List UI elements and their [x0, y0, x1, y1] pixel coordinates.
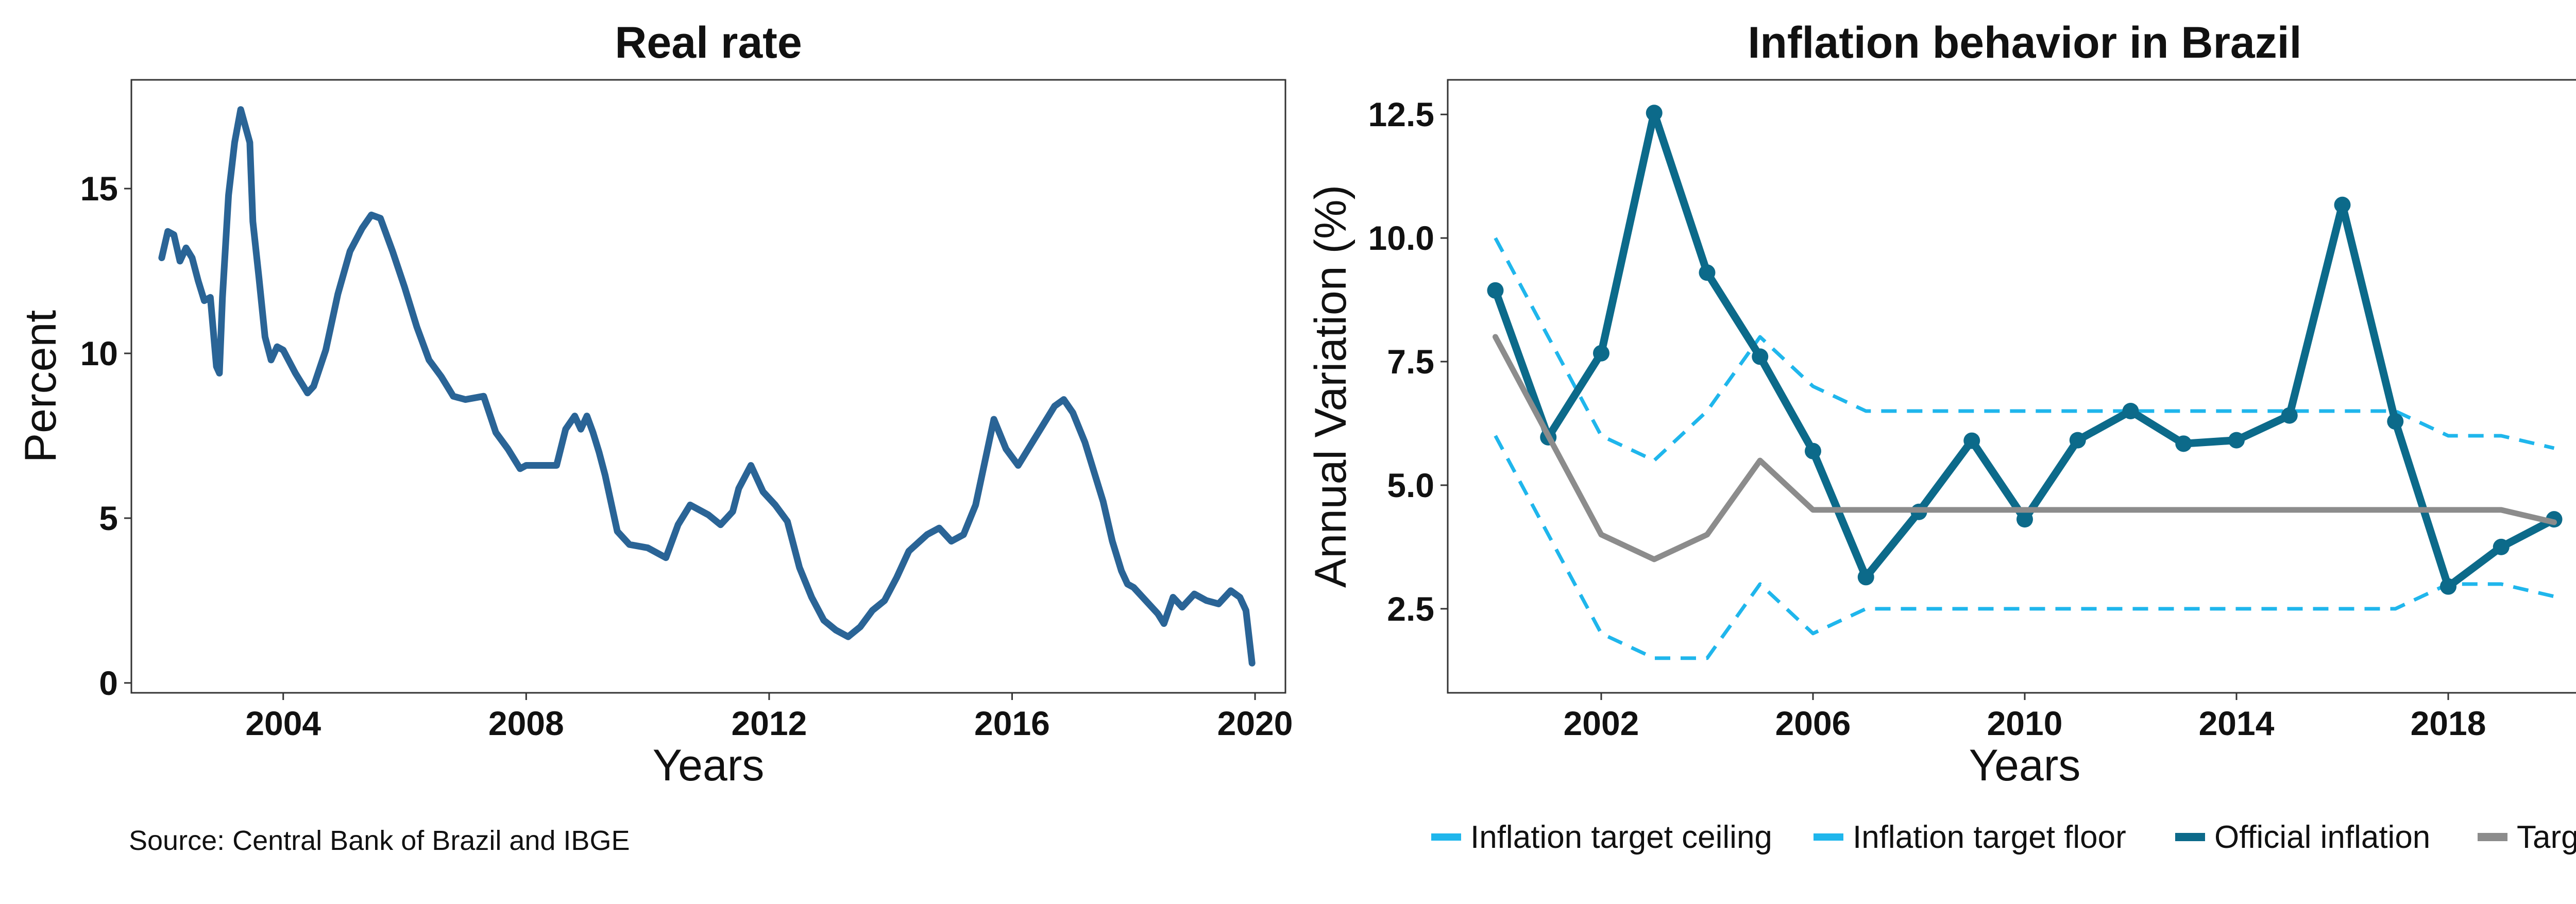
inflation-y-axis-title: Annual Variation (%): [1306, 185, 1355, 588]
real-rate-title: Real rate: [615, 18, 802, 67]
inflation-plot-frame: [1447, 79, 2576, 694]
x-tick-label: 2008: [488, 704, 564, 742]
official-inflation-point: [2016, 511, 2033, 528]
inflation-chart: Inflation behavior in Brazil 2002 2006 201…: [1306, 18, 2576, 855]
x-tick-label: 2004: [245, 704, 321, 742]
official-inflation-point: [2281, 407, 2298, 424]
target-line: [1493, 334, 2557, 562]
official-inflation-point: [1804, 442, 1821, 459]
real-rate-y-axis-title: Percent: [16, 310, 65, 463]
legend-label-inflation-target-floor: Inflation target floor: [1853, 820, 2126, 855]
official-inflation-point: [2440, 578, 2457, 595]
y-tick-label: 5: [99, 499, 118, 537]
official-inflation-point: [1963, 432, 1980, 449]
legend-label-inflation-target-ceiling: Inflation target ceiling: [1470, 820, 1772, 855]
real-rate-x-ticks: 2004 2008 2012 2016 2020: [245, 693, 1293, 742]
official-inflation-point: [1487, 282, 1504, 299]
y-tick-label: 10: [80, 334, 118, 372]
real-rate-series: [158, 106, 1256, 667]
x-tick-label: 2014: [2199, 704, 2275, 742]
official-inflation-point: [2228, 432, 2245, 449]
legend-label-official-inflation: Official inflation: [2214, 820, 2430, 855]
official-inflation-point: [1752, 348, 1769, 365]
official-inflation-point: [2069, 432, 2086, 449]
inflation-x-ticks: 2002 2006 2010 2014 2018: [1564, 693, 2486, 742]
y-tick-label: 2.5: [1387, 590, 1434, 628]
inflation-legend: Inflation target ceiling Inflation target…: [1431, 820, 2576, 855]
x-tick-label: 2010: [1987, 704, 2063, 742]
x-tick-label: 2002: [1564, 704, 1639, 742]
inflation-series: [1487, 105, 2563, 660]
official-inflation-point: [2175, 435, 2192, 452]
y-tick-label: 0: [99, 664, 118, 702]
official-inflation-point: [1857, 569, 1874, 586]
official-inflation-point: [2334, 196, 2351, 213]
official-inflation-point: [1592, 345, 1609, 362]
official-inflation-point: [2493, 538, 2510, 555]
y-tick-label: 7.5: [1387, 343, 1434, 381]
inflation-target-ceiling-line: [1494, 237, 2555, 463]
x-tick-label: 2020: [1217, 704, 1293, 742]
x-tick-label: 2016: [974, 704, 1050, 742]
real-rate-x-axis-title: Years: [653, 741, 765, 790]
inflation-x-axis-title: Years: [1969, 741, 2081, 790]
real-rate-chart: Real rate 2004 2008 2012 2016 2020 0 5 10 15 Ye…: [16, 18, 1293, 856]
y-tick-label: 15: [80, 169, 118, 208]
inflation-target-floor-line: [1494, 435, 2555, 660]
y-tick-label: 12.5: [1368, 95, 1434, 133]
x-tick-label: 2012: [731, 704, 807, 742]
y-tick-label: 10.0: [1368, 219, 1434, 257]
inflation-y-ticks: 2.5 5.0 7.5 10.0 12.5: [1368, 95, 1448, 628]
y-tick-label: 5.0: [1387, 466, 1434, 504]
official-inflation-point: [2122, 402, 2139, 419]
x-tick-label: 2018: [2411, 704, 2486, 742]
source-note: Source: Central Bank of Brazil and IBGE: [129, 825, 630, 856]
official-inflation-point: [1699, 264, 1716, 281]
real-rate-y-ticks: 0 5 10 15: [80, 169, 131, 702]
official-inflation-point: [1646, 105, 1663, 122]
real-rate-line: [158, 106, 1256, 667]
official-inflation-point: [2387, 413, 2404, 430]
inflation-title: Inflation behavior in Brazil: [1748, 18, 2301, 67]
real-rate-plot-frame: [130, 79, 1286, 694]
x-tick-label: 2006: [1775, 704, 1851, 742]
legend-label-target: Target: [2517, 820, 2576, 855]
